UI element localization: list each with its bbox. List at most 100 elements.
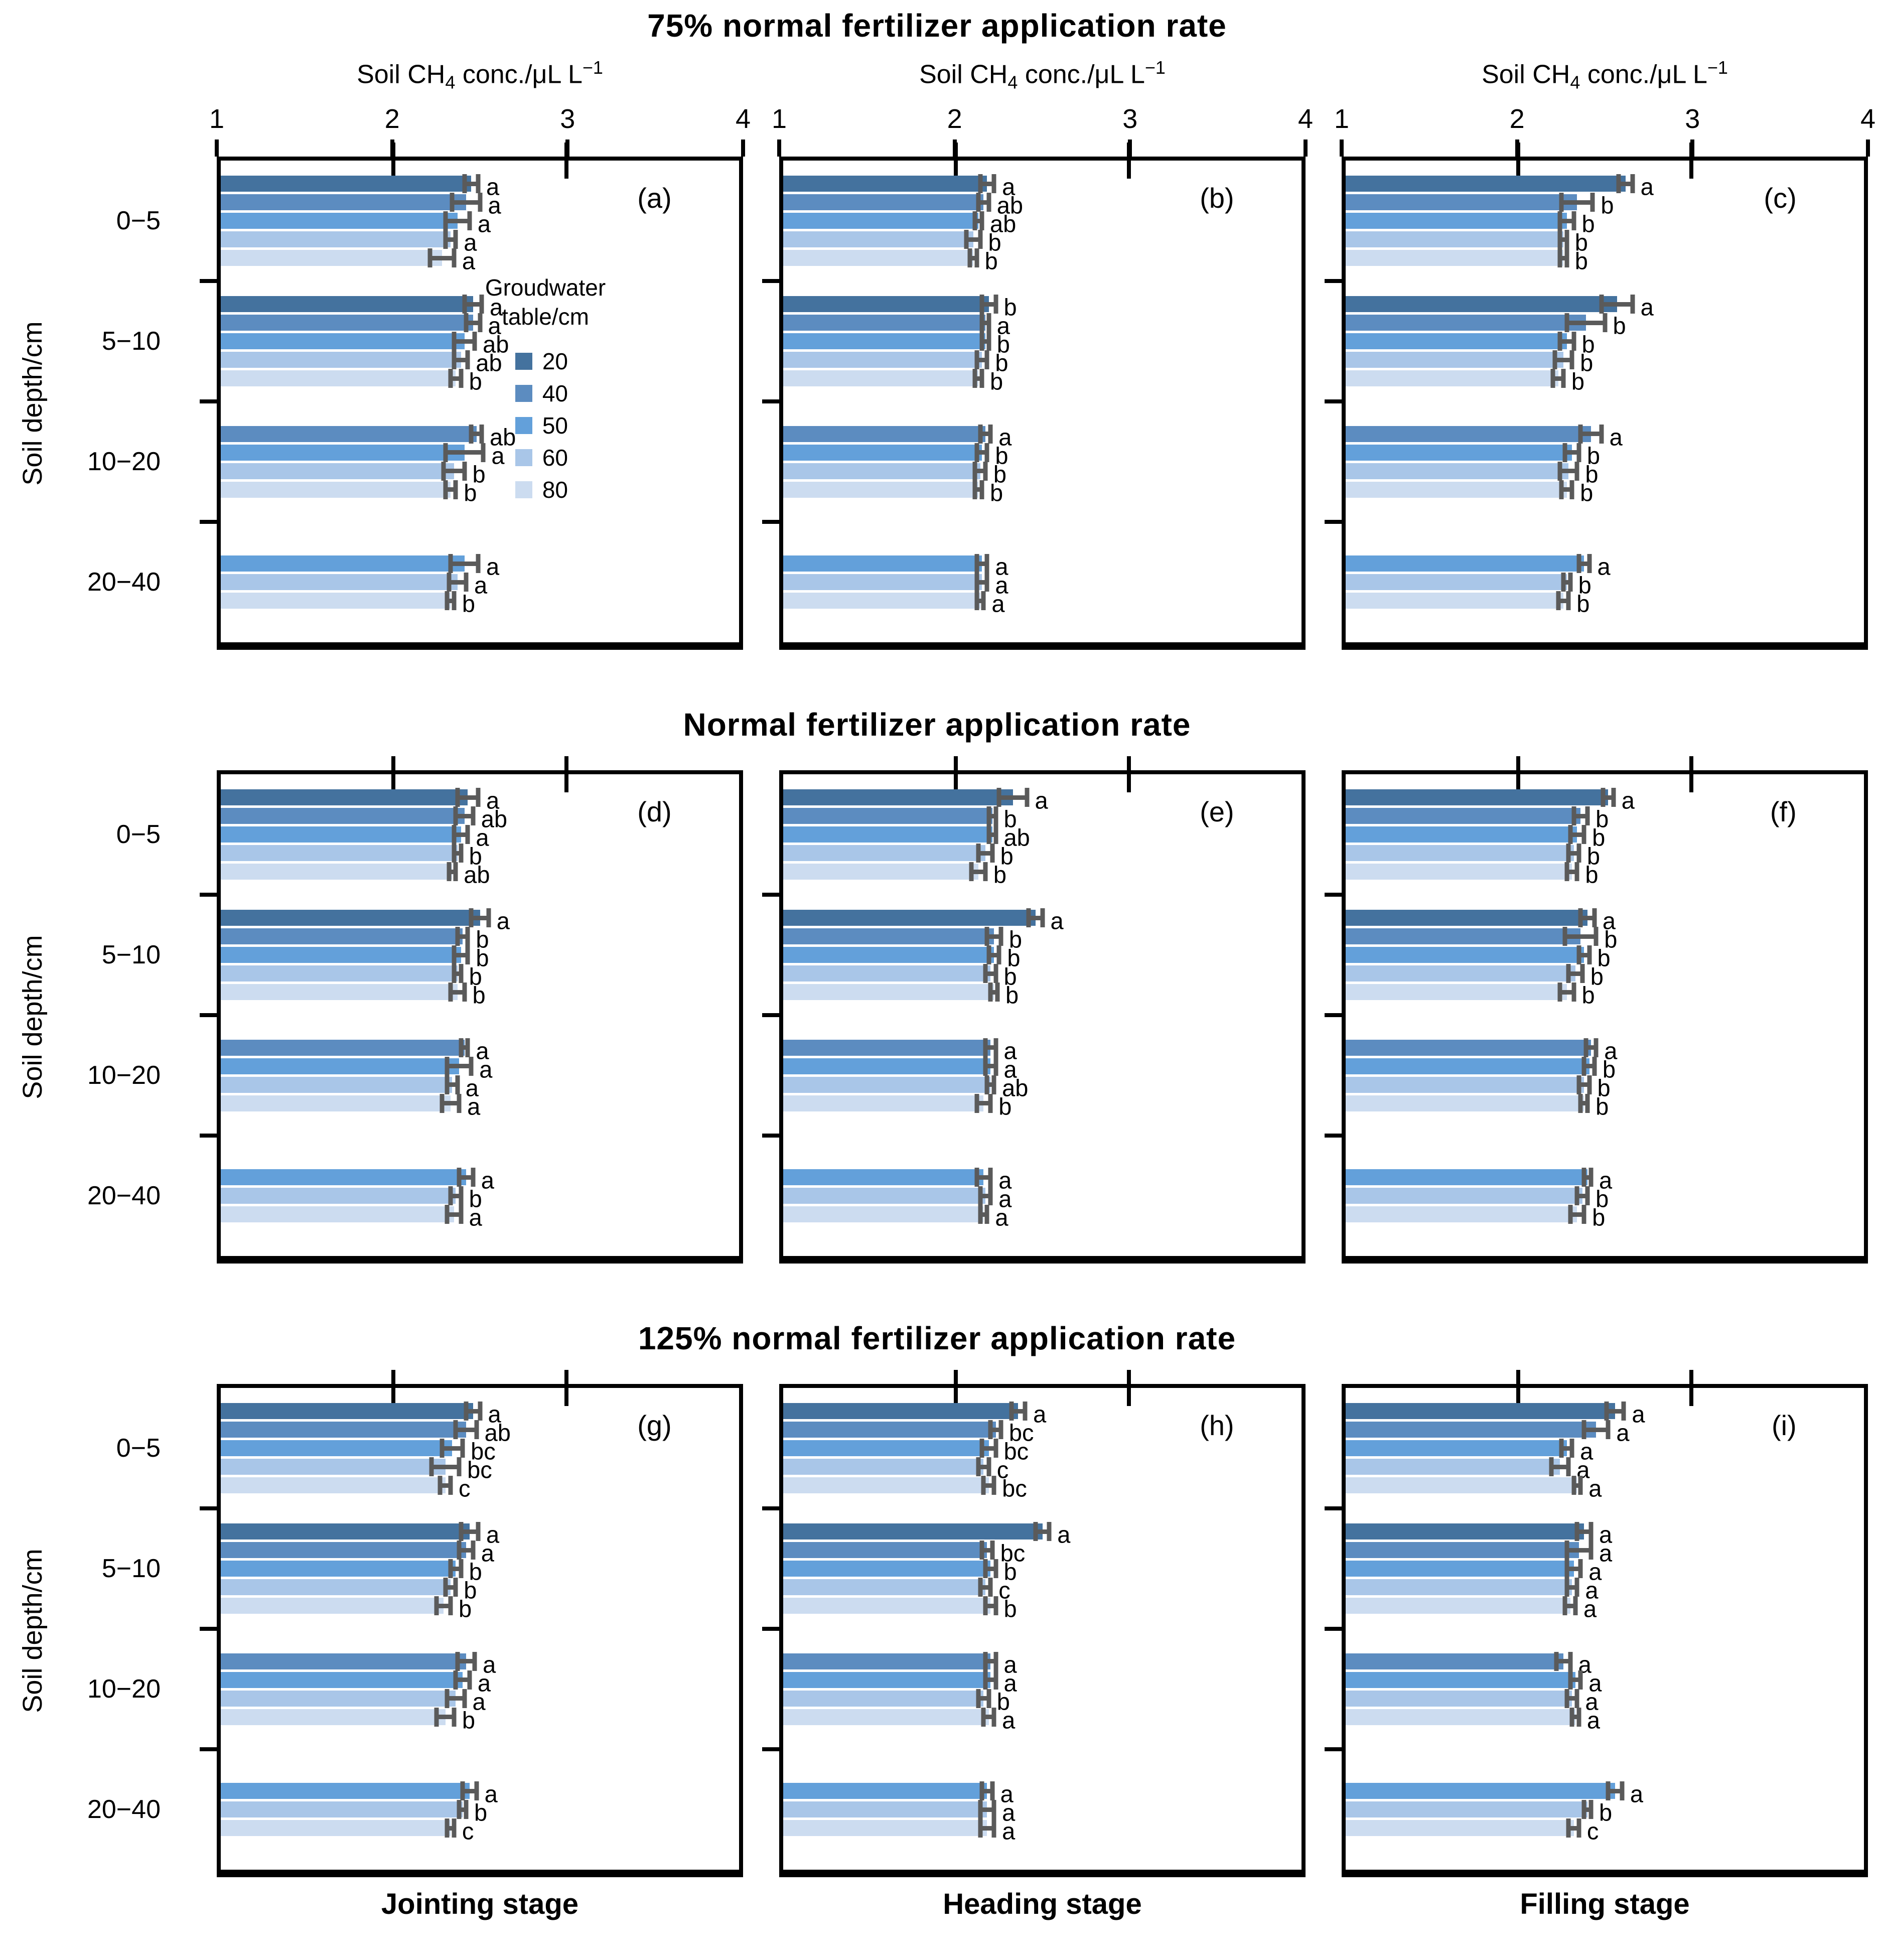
bar-gw60 [221, 845, 458, 861]
error-bar [988, 952, 999, 957]
bar-gw40 [221, 1422, 466, 1438]
error-bar-cap [993, 295, 998, 314]
error-bar-cap [434, 1707, 439, 1727]
significance-letter: a [467, 1093, 481, 1119]
error-bar-cap [1571, 1476, 1576, 1495]
error-bar [1603, 795, 1614, 800]
error-bar-cap [974, 573, 979, 592]
error-bar-cap [993, 964, 998, 983]
bar-gw40 [783, 1542, 987, 1558]
plot-d: (d) a ab a b ab a b b b b a a a a a b a [200, 756, 743, 1264]
error-bar-cap [964, 230, 969, 249]
row-title-75pct: 75% normal fertilizer application rate [647, 8, 1227, 44]
error-bar-cap [1592, 1056, 1597, 1076]
error-bar-cap [986, 1689, 991, 1708]
error-bar-cap [967, 248, 972, 267]
error-bar [981, 302, 996, 307]
error-bar-cap [1023, 1402, 1028, 1421]
error-bar [975, 487, 982, 492]
significance-letter: b [984, 247, 998, 274]
error-bar-cap [462, 295, 467, 314]
significance-letter: a [1609, 424, 1623, 450]
significance-letter: a [488, 1401, 501, 1428]
error-bar [1578, 952, 1589, 957]
bar-gw40 [783, 928, 994, 944]
error-bar-cap [995, 983, 1000, 1002]
error-bar-cap [1025, 788, 1029, 807]
y-tick-mark [762, 1134, 779, 1138]
error-bar-cap [983, 1056, 988, 1076]
significance-letter: a [465, 1074, 479, 1101]
error-bar-cap [993, 1056, 998, 1076]
x-tick-mark [1689, 1370, 1693, 1406]
error-bar-cap [1564, 230, 1569, 249]
error-bar-cap [448, 1596, 453, 1615]
bar-gw50 [1346, 947, 1584, 963]
axis-header-col2: Soil CH4 conc./μL L−1 1 2 3 4 [772, 57, 1313, 157]
chart-row-2: Soil depth/cm 0−5 5−10 10−20 20−40 (d) a ab a b… [0, 756, 1874, 1264]
significance-letter: b [1597, 944, 1611, 971]
error-bar [450, 1566, 461, 1571]
error-bar-cap [978, 174, 983, 193]
bar-gw20 [1346, 789, 1609, 805]
error-bar-cap [476, 174, 481, 193]
error-bar-cap [1576, 1707, 1581, 1727]
significance-letter: a [1035, 787, 1048, 814]
bar-gw80 [783, 1095, 984, 1111]
error-bar-cap [984, 350, 989, 369]
bar-gw80 [221, 593, 451, 609]
panel-letter: (g) [637, 1410, 672, 1441]
error-bar-cap [1601, 788, 1606, 807]
y-tick-mark [762, 1506, 779, 1510]
error-bar-cap [1549, 1457, 1554, 1476]
x-tick-mark [1126, 143, 1131, 179]
error-bar [985, 1677, 996, 1682]
significance-letter: a [1599, 1521, 1613, 1548]
significance-letter: a [1000, 1780, 1014, 1807]
significance-letter: b [1581, 210, 1595, 237]
error-bar-cap [452, 332, 457, 351]
significance-letter: a [474, 572, 488, 599]
bar-gw60 [783, 463, 980, 479]
error-bar-cap [984, 443, 989, 462]
panel-f: (f) a b b b b a b b b b a b b b a b b [1325, 756, 1868, 1264]
significance-letter: b [1596, 1093, 1609, 1119]
significance-letter: b [458, 1595, 472, 1622]
significance-letter: c [462, 1817, 474, 1845]
error-bar [1577, 1193, 1588, 1198]
error-bar-cap [445, 591, 450, 610]
significance-letter: a [462, 247, 475, 274]
error-bar-cap [465, 350, 470, 369]
bar-gw50 [783, 1440, 989, 1456]
x-tick-label: 1 [1334, 104, 1350, 134]
error-bar [454, 952, 468, 957]
x-tick-label: 4 [1860, 104, 1876, 134]
bar-gw60 [1346, 574, 1567, 590]
error-bar [981, 1788, 992, 1793]
error-bar-cap [453, 480, 458, 499]
significance-letter: b [996, 331, 1010, 358]
error-bar [1566, 1566, 1581, 1571]
error-bar-cap [452, 945, 457, 964]
plot-h: (h) a bc bc c bc a bc b c b a a b a a a a [762, 1370, 1306, 1877]
panel-letter: (d) [637, 796, 672, 827]
error-bar-cap [1621, 1402, 1626, 1421]
error-bar [1566, 1585, 1577, 1590]
x-tick-mark [1126, 1370, 1131, 1406]
error-bar-cap [1559, 193, 1564, 212]
significance-letter: a [491, 442, 505, 469]
error-bar-cap [1574, 1522, 1579, 1541]
significance-letter: a [488, 192, 501, 219]
y-tick-mark [1325, 1013, 1342, 1017]
significance-letter: ab [483, 331, 509, 358]
error-bar-cap [1599, 295, 1604, 314]
y-axis-gutter: Soil depth/cm 0−5 5−10 10−20 20−40 [0, 770, 181, 1264]
error-bar-cap [1594, 927, 1599, 946]
significance-letter: ab [1003, 824, 1030, 851]
error-bar-cap [1557, 461, 1562, 481]
bar-gw60 [221, 965, 458, 982]
panel-d: (d) a ab a b ab a b b b b a a a a a b a [200, 756, 743, 1264]
bar-gw60 [221, 463, 454, 479]
bar-gw60 [783, 845, 985, 861]
error-bar-cap [474, 1781, 479, 1800]
